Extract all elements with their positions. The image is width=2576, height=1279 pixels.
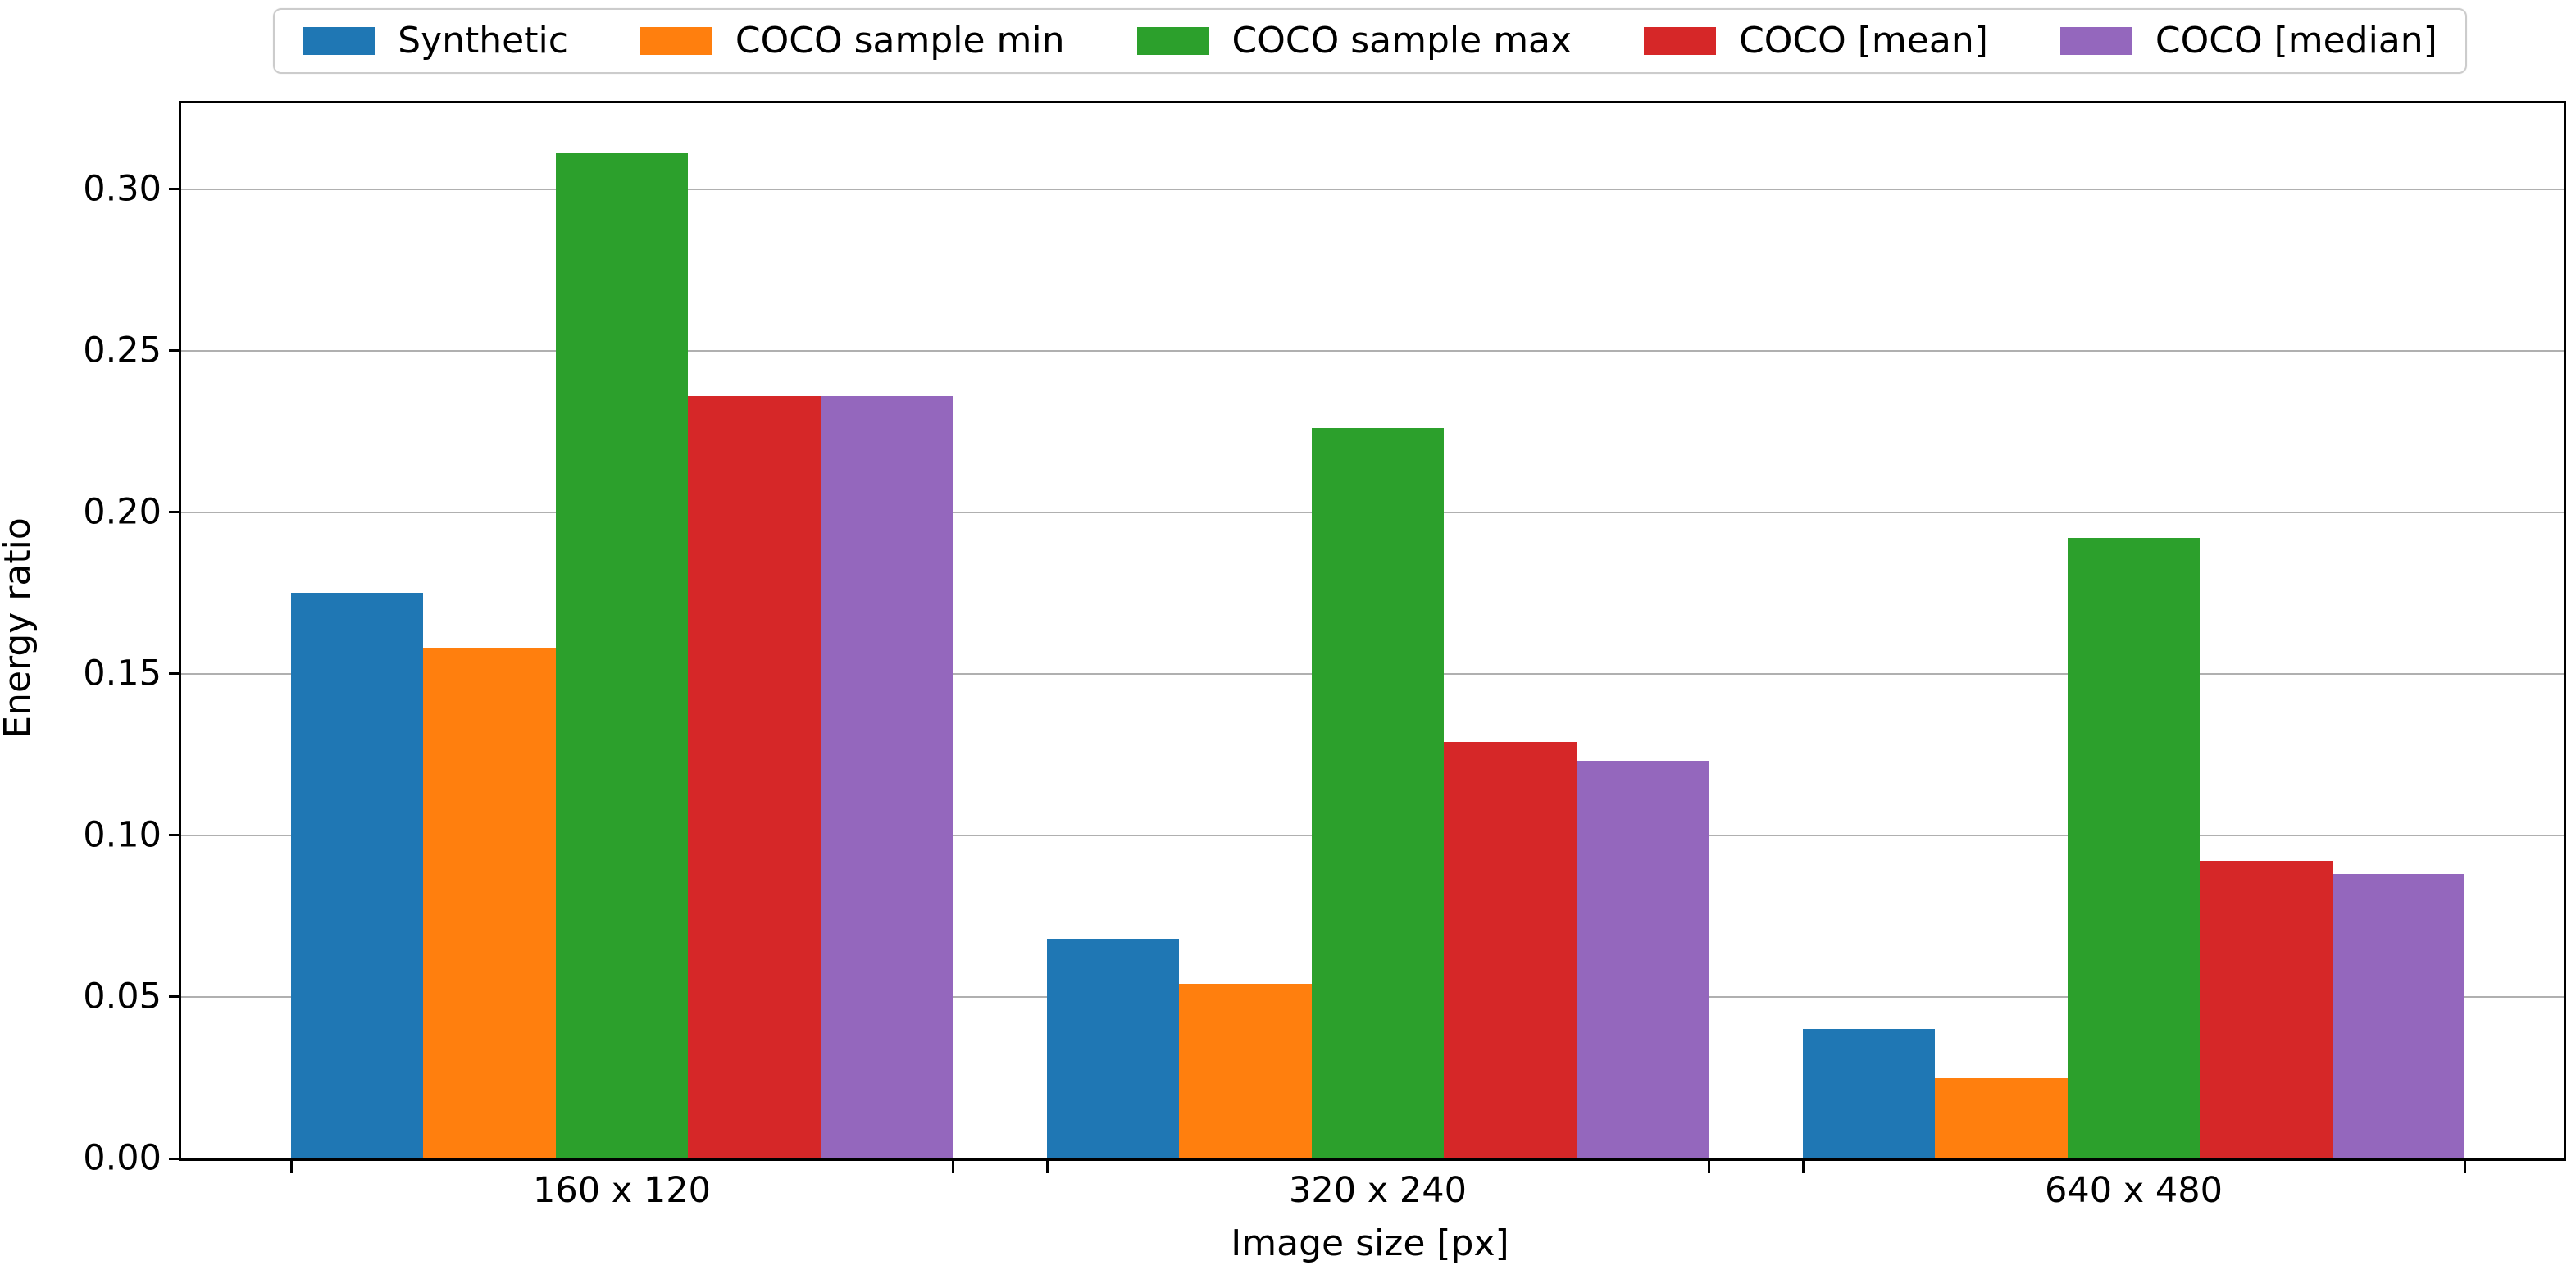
bar-coco-mean-640x480	[2200, 861, 2333, 1158]
bar-coco-sample-max-160x120	[555, 153, 689, 1158]
x-tick-mark	[1801, 1161, 1805, 1173]
y-tick-mark	[169, 672, 179, 676]
legend-box: Synthetic COCO sample min COCO sample max C…	[273, 8, 2467, 74]
x-tick-mark	[1045, 1161, 1049, 1173]
x-tick-label: 320 x 240	[1289, 1170, 1467, 1211]
x-tick-label: 160 x 120	[533, 1170, 711, 1211]
y-tick-mark	[169, 834, 179, 837]
bar-coco-median-640x480	[2332, 874, 2464, 1158]
bar-coco-sample-max-640x480	[2067, 538, 2201, 1158]
y-tick-label: 0.15	[83, 653, 162, 694]
bar-coco-sample-min-640x480	[1935, 1077, 2068, 1158]
bar-coco-mean-160x120	[688, 396, 821, 1158]
bar-coco-median-160x120	[820, 396, 953, 1158]
legend-item-4: COCO [mean]	[1644, 23, 1988, 59]
plot-area: 0.00 0.05 0.10 0.15 0.20 0.25 0.30 160 x 120 320…	[83, 101, 2566, 1208]
y-tick-mark	[169, 349, 179, 353]
bar-synthetic-320x240	[1047, 939, 1180, 1158]
y-tick-label: 0.20	[83, 491, 162, 533]
y-tick-label: 0.00	[83, 1137, 162, 1179]
y-tick-mark	[169, 995, 179, 999]
bar-coco-sample-min-160x120	[423, 648, 556, 1158]
legend: Synthetic COCO sample min COCO sample max C…	[179, 8, 2561, 74]
bar-coco-sample-min-320x240	[1179, 984, 1312, 1158]
legend-item-2: COCO sample min	[639, 20, 1065, 61]
legend-label: COCO [median]	[2155, 20, 2437, 61]
legend-item-1: Synthetic	[303, 23, 568, 59]
bar-synthetic-160x120	[291, 593, 424, 1158]
y-tick-label: 0.30	[83, 168, 162, 210]
bar-coco-sample-max-320x240	[1311, 428, 1445, 1158]
legend-swatch-icon	[2059, 27, 2132, 55]
x-tick-mark	[2463, 1161, 2466, 1173]
legend-item-3: COCO sample max	[1136, 20, 1572, 61]
legend-label: COCO [mean]	[1739, 20, 1988, 61]
x-tick-mark	[951, 1161, 954, 1173]
y-tick-mark	[169, 188, 179, 191]
legend-label: COCO sample max	[1231, 20, 1572, 61]
legend-label: COCO sample min	[735, 20, 1065, 61]
y-tick-mark	[169, 1157, 179, 1160]
gridline-y-0.30	[181, 188, 2564, 190]
legend-swatch-icon	[303, 27, 375, 55]
y-tick-label: 0.10	[83, 814, 162, 856]
legend-item-5: COCO [median]	[2059, 20, 2437, 61]
bar-coco-median-320x240	[1576, 761, 1709, 1158]
legend-swatch-icon	[1644, 27, 1717, 55]
legend-swatch-icon	[639, 27, 712, 55]
y-tick-mark	[169, 511, 179, 514]
legend-label: Synthetic	[398, 20, 568, 61]
x-tick-mark	[289, 1161, 293, 1173]
gridline-y-0.25	[181, 349, 2564, 352]
y-tick-label: 0.25	[83, 330, 162, 371]
bar-coco-mean-320x240	[1444, 741, 1577, 1158]
x-tick-label: 640 x 480	[2045, 1170, 2223, 1211]
x-tick-mark	[1707, 1161, 1710, 1173]
y-tick-label: 0.05	[83, 976, 162, 1017]
x-axis-title: Image size [px]	[1231, 1222, 1509, 1264]
bar-synthetic-640x480	[1803, 1029, 1936, 1158]
legend-swatch-icon	[1136, 27, 1209, 55]
y-axis-title: Energy ratio	[0, 517, 39, 739]
